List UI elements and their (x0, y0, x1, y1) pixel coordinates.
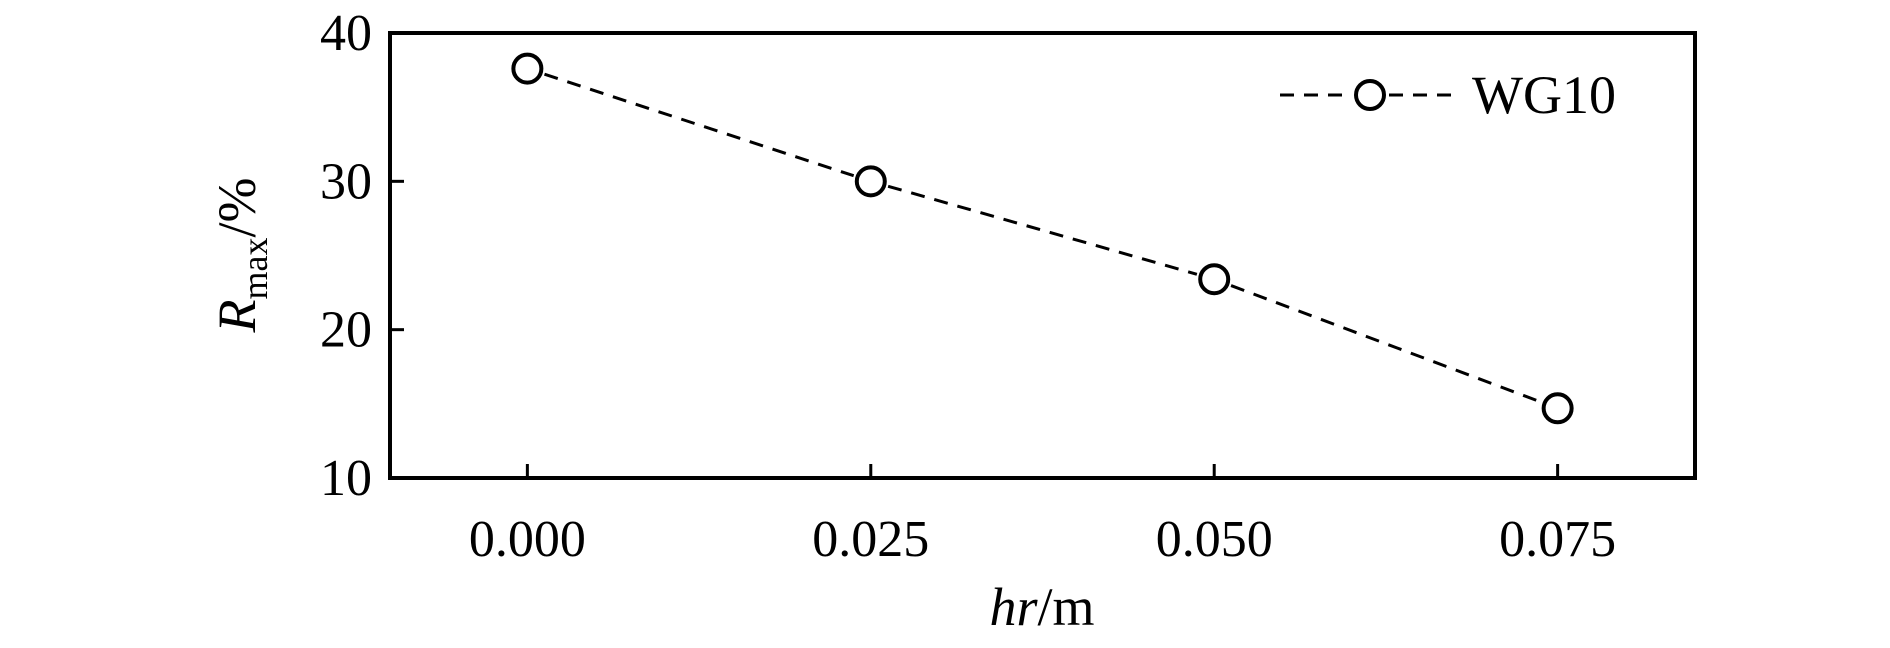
y-tick-label: 40 (320, 5, 372, 62)
x-tick-label: 0.075 (1499, 511, 1616, 568)
series-line-segment (1230, 284, 1542, 404)
x-tick-label: 0.050 (1156, 511, 1273, 568)
plot-frame (388, 31, 1697, 480)
series-line-segment (544, 72, 855, 178)
series-line-segment (887, 184, 1198, 276)
legend-label: WG10 (1472, 65, 1616, 125)
x-axis-label: hr/m (989, 577, 1094, 637)
data-point-marker (1198, 263, 1231, 296)
data-point-marker (854, 165, 887, 198)
x-tick-label: 0.025 (812, 511, 929, 568)
x-axis-ticks: 0.000 0.025 0.050 0.075 (469, 464, 1616, 568)
y-tick-label: 30 (320, 153, 372, 210)
x-tick-label: 0.000 (469, 511, 586, 568)
y-axis-ticks: 10 20 30 40 (320, 5, 404, 507)
y-axis-label: Rmax/% (207, 178, 275, 334)
legend-marker (1354, 79, 1386, 111)
data-point-marker (511, 52, 544, 85)
data-point-marker (1541, 392, 1574, 425)
y-tick-label: 10 (320, 450, 372, 507)
series-layer (511, 52, 1574, 425)
y-tick-label: 20 (320, 302, 372, 359)
legend: WG10 (1280, 65, 1616, 125)
